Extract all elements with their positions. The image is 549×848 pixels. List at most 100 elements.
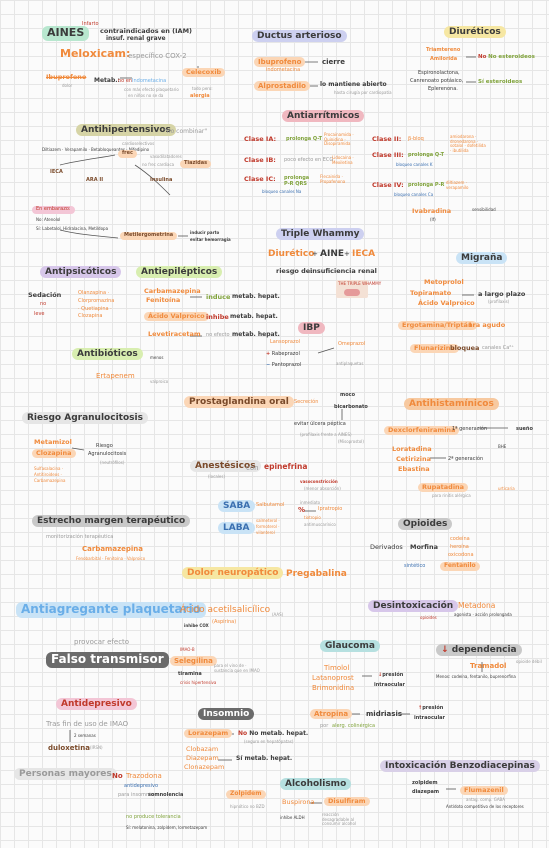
mayores-title: Personas mayores (14, 768, 117, 781)
sedacion-leve: leve (34, 311, 45, 317)
ivabradina-sub: (If) (430, 217, 436, 222)
glaucoma-por: por (320, 723, 329, 729)
metab-label: Metab.: (94, 77, 120, 84)
clase-1c: Clase IC: (244, 175, 276, 183)
carbamazepina-estrecho: Carbamazepina (82, 545, 144, 553)
moco: moco (340, 392, 356, 398)
glaucoma-presion: ↓presión (378, 672, 404, 678)
flumazenil: Flumazenil (460, 786, 508, 796)
tramadol: Tramadol (470, 662, 507, 670)
antiarritmicos-title: Antiarrítmicos (282, 110, 365, 123)
metab-no: no en (118, 78, 133, 84)
segunda-generacion: 2ª generación (448, 456, 484, 462)
anestesicos-epinefrina: epinefrina (264, 462, 308, 471)
clonazepam: Clonazepam (184, 763, 225, 771)
rabeprazol-text: Rabeprazol (271, 351, 300, 357)
ergotamina-triptan: Ergotamina/Triptán (398, 321, 477, 331)
antipsicoticos-title: Antipsicóticos (40, 266, 122, 279)
ibuprofeno-note: dolor (62, 83, 73, 88)
laba-label: LABA (218, 522, 255, 535)
metilergometrina: Metilergometrina (120, 232, 178, 240)
clase-1c-desc: prolonga P-R QRS (284, 175, 310, 187)
antibioticos-note-2: valproico (150, 379, 169, 384)
espironolactona: Espironolactona, (418, 70, 460, 76)
falso-title: Falso transmisor (46, 652, 169, 668)
estrecho-sub: monitorización terapéutica (46, 534, 114, 540)
prostaglandina-title: Prostaglandina oral (184, 396, 294, 409)
tras-imao: Tras fin de uso de IMAO (46, 720, 129, 728)
antimuscarinico: antimuscarínico (304, 522, 336, 527)
induce-label: induce (206, 293, 231, 301)
metab-note: con más efecto plaquetario (124, 87, 179, 92)
ivabradina-note: sensibilidad (472, 207, 496, 212)
desintox-note: opioides (420, 615, 437, 620)
no-metab-sub: (seguro en hepatópatas) (244, 739, 294, 744)
primera-generacion: 1ª generación (452, 426, 488, 432)
benzo-note: antag. comp. GABA (466, 797, 506, 802)
clase-4-note: bloqueo canales Ca (394, 192, 434, 197)
tramadol-note-2: Menos: codeína, fentanilo, buprenorfina (436, 674, 516, 679)
canales-ca: canales Ca²⁺ (482, 345, 514, 351)
clase-3: Clase III: (372, 151, 404, 159)
canrenoato: Canrenoato potásico, (410, 78, 464, 84)
selegilina-note: IMAO-B (180, 647, 195, 652)
vasodilatadores: vasodilatadores (150, 154, 182, 159)
sintetico: sintético (404, 563, 426, 569)
trazodona: Trazodona (126, 772, 162, 780)
antipsicoticos-drugs: Olanzapina · Clorpromazina · Quetiapina … (78, 290, 115, 320)
glaucoma-title: Glaucoma (320, 640, 380, 653)
largo-plazo: a largo plazo (478, 290, 526, 298)
metadona: Metadona (458, 601, 496, 610)
derivados: Derivados (370, 543, 403, 551)
vasoconstriccion: vasoconstricción (300, 479, 338, 484)
clase-3-drugs: amiodarona · dronedarona · sotalol · dof… (450, 134, 486, 153)
eplerenona: Eplerenona. (428, 86, 458, 92)
tw-ieca: IECA (352, 249, 376, 259)
no-esteroideos-text: No esteroideos (488, 54, 535, 60)
no-metab-hepat-text: No metab. hepat. (249, 730, 309, 737)
ivabradina: Ivabradina (412, 207, 452, 215)
clase-2-desc: β-bloq (408, 136, 424, 142)
mayores-no: No (112, 772, 123, 780)
estrecho-title: Estrecho margen terapéutico (32, 515, 191, 528)
tw-illustration: THE TRIPLE WHAMMY (336, 280, 381, 298)
alcohol-note-2: reacción desagradable al consumir alcoho… (322, 812, 357, 827)
disulfiram: Disulfiram (324, 797, 370, 807)
benzo-note-2: Antídoto competitivo de los receptores (446, 804, 524, 809)
mayores-antidepresivo: antidepresivo (124, 783, 159, 789)
metab-note-2: en niños no se da (128, 93, 164, 98)
sedacion-no: no (40, 301, 47, 307)
clase-3-desc: prolonga Q-T (408, 152, 444, 158)
insomnio-title: Insomnio (198, 708, 255, 721)
meloxicam-label: Meloxicam: (60, 47, 131, 60)
no-metab-hepat: No No metab. hepat. (238, 730, 309, 737)
kidney-icon (344, 289, 360, 296)
triamtereno: Triamtereno (426, 47, 461, 53)
falso-note: para el vino de · sustancia que en IMAO (214, 663, 260, 673)
clase-4: Clase IV: (372, 181, 404, 189)
heroina: heroína (450, 544, 469, 550)
antihipertensivos-title: Antihipertensivos (76, 124, 176, 137)
morfina: Morfina (410, 543, 438, 551)
aines-title: AINES (42, 26, 90, 41)
tiazidas: Tiazidas (180, 160, 212, 168)
glaucoma-intraocular: intraocular (374, 682, 406, 688)
desintox-note-2: agonista · acción prolongada (454, 612, 512, 617)
lorazepam: Lorazepam (184, 729, 233, 739)
alcoholismo-title: Alcoholismo (280, 778, 352, 791)
percent-sign: % (298, 506, 306, 514)
meloxicam-desc: específico COX-2 (128, 52, 187, 60)
aines-tag: Infarto (82, 21, 99, 27)
antihyp-line1: Diltiazem · Verapamilo · Betabloqueantes… (42, 147, 150, 152)
metab-indometacina: Indometacina (132, 78, 167, 84)
metab-hepat-3: metab. hepat. (232, 331, 280, 338)
metoprolol: Metoprolol (424, 278, 464, 286)
latanoprost: Latanoprost (312, 674, 354, 682)
clozapina: Clozapina (32, 449, 76, 459)
no-efecto: no efecto (206, 332, 230, 338)
antibioticos-title: Antibióticos (72, 348, 143, 361)
antihistaminicos-title: Antihistamínicos (404, 398, 499, 411)
salbutamol: Salbutamol (256, 502, 285, 508)
buspirona: Buspirona (282, 798, 315, 806)
atropina-intraocular: intraocular (414, 715, 446, 721)
